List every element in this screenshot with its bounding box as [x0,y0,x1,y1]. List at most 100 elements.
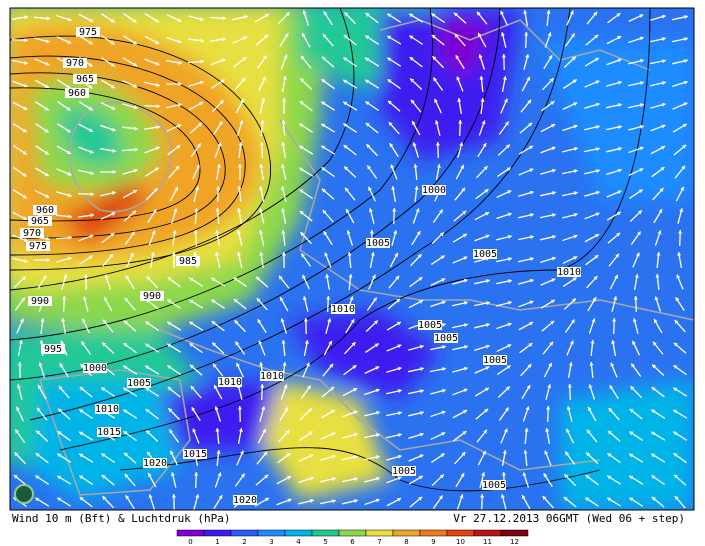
wind-arrow-head [112,191,116,196]
wind-arrow-head [309,476,314,481]
wind-arrow-head [167,321,172,326]
wind-arrow-head [618,125,622,130]
wind-arrow-head [387,79,392,84]
wind-arrow-head [661,14,666,19]
wind-arrow-head [528,145,533,150]
caption-right: Vr 27.12.2013 06GMT (Wed 06 + step) [453,512,685,525]
wind-arrow-head [171,252,177,256]
wind-arrow-head [485,344,490,349]
wind-arrow-head [329,363,334,368]
wind-arrow-head [282,76,287,80]
wind-arrow-head [235,341,240,346]
wind-arrow-head [441,300,446,305]
wind-arrow-head [35,497,40,502]
wind-arrow-head [238,428,243,432]
wind-arrow-head [435,142,440,146]
wind-arrow-head [111,212,116,216]
isobar-label-bg [28,216,52,226]
wind-arrows [11,9,688,510]
wind-arrow-head [46,236,50,241]
wind-arrow-head [573,212,578,217]
colorbar-label: 8 [404,538,408,546]
wind-arrow-head [236,230,241,235]
wind-arrow-head [303,318,308,322]
wind-arrow-head [24,258,28,264]
wind-arrow-head [479,76,484,80]
wind-arrow-head [19,318,24,323]
wind-arrow-head [281,120,286,124]
wind-arrow-head [415,208,420,213]
wind-arrow-head [461,187,466,192]
wind-arrow-head [530,235,534,240]
wind-arrow-head [374,343,379,348]
wind-arrow-head [463,410,468,414]
isobar-label-bg [63,58,87,68]
wind-arrow-head [145,409,150,413]
wind-arrow-head [15,429,20,434]
wind-arrow-head [282,362,287,366]
wind-arrow-head [629,408,634,413]
wind-arrow-head [242,57,247,61]
wind-arrow-head [257,319,262,324]
wind-arrow-head [24,60,28,65]
wind-arrow-head [629,431,634,436]
wind-arrow-head [525,54,530,59]
wind-arrow-head [283,54,288,59]
wind-arrow-head [617,168,622,173]
isobar-label: 990 [143,291,161,302]
wind-arrow-head [419,432,424,437]
wind-arrow-head [607,475,612,480]
wind-arrow-head [343,34,348,39]
wind-arrow-head [264,34,268,39]
wind-arrow-head [545,428,550,432]
wind-arrow-head [66,150,71,155]
wind-arrow-head [14,452,19,457]
wind-arrow-head [459,142,464,147]
wind-arrow-head [331,476,336,481]
wind-arrow-head [459,494,464,499]
wind-arrow-head [570,33,575,38]
wind-arrow-head [264,474,269,479]
wind-arrow-head [83,274,88,278]
wind-arrow-head [42,275,47,280]
wind-arrow-head [299,210,304,215]
wind-arrow-head [500,10,504,15]
wind-arrow-head [174,186,178,191]
wind-arrow-head [683,80,688,85]
wind-arrow-head [503,98,508,103]
wind-arrow-head [635,252,640,257]
isobar-label: 1010 [95,404,119,415]
wind-arrow-head [168,408,173,413]
wind-arrow-head [478,54,483,59]
wind-arrow-head [552,191,556,196]
wind-arrow-head [365,122,370,127]
isobar-label: 965 [31,216,49,227]
wind-arrow-head [112,169,116,174]
wind-arrow-head [124,297,129,302]
wind-arrow-head [455,55,460,60]
wind-arrow-head [145,365,150,370]
wind-arrow-head [237,186,242,190]
wind-arrow-head [485,212,490,216]
wind-arrow-head [178,103,182,108]
wind-arrow-head [654,296,659,301]
wind-arrow-head [587,407,592,412]
isobar-label-bg [41,344,65,354]
wind-arrow-head [595,102,600,107]
wind-arrow-head [395,275,400,280]
wind-arrow-head [570,319,575,324]
wind-arrow-head [651,496,656,501]
wind-arrow-head [432,56,437,61]
wind-arrow-head [431,13,436,18]
wind-arrow-head [507,300,512,305]
wind-arrow-head [343,79,348,84]
wind-arrow-head [549,78,554,83]
wind-arrow-head [501,472,506,476]
wind-arrow-head [238,142,243,146]
wind-arrow-head [213,363,217,368]
wind-arrow-head [22,172,27,177]
wind-arrow-head [529,212,534,217]
wind-arrow-head [133,189,138,194]
wind-arrow-head [67,171,72,176]
